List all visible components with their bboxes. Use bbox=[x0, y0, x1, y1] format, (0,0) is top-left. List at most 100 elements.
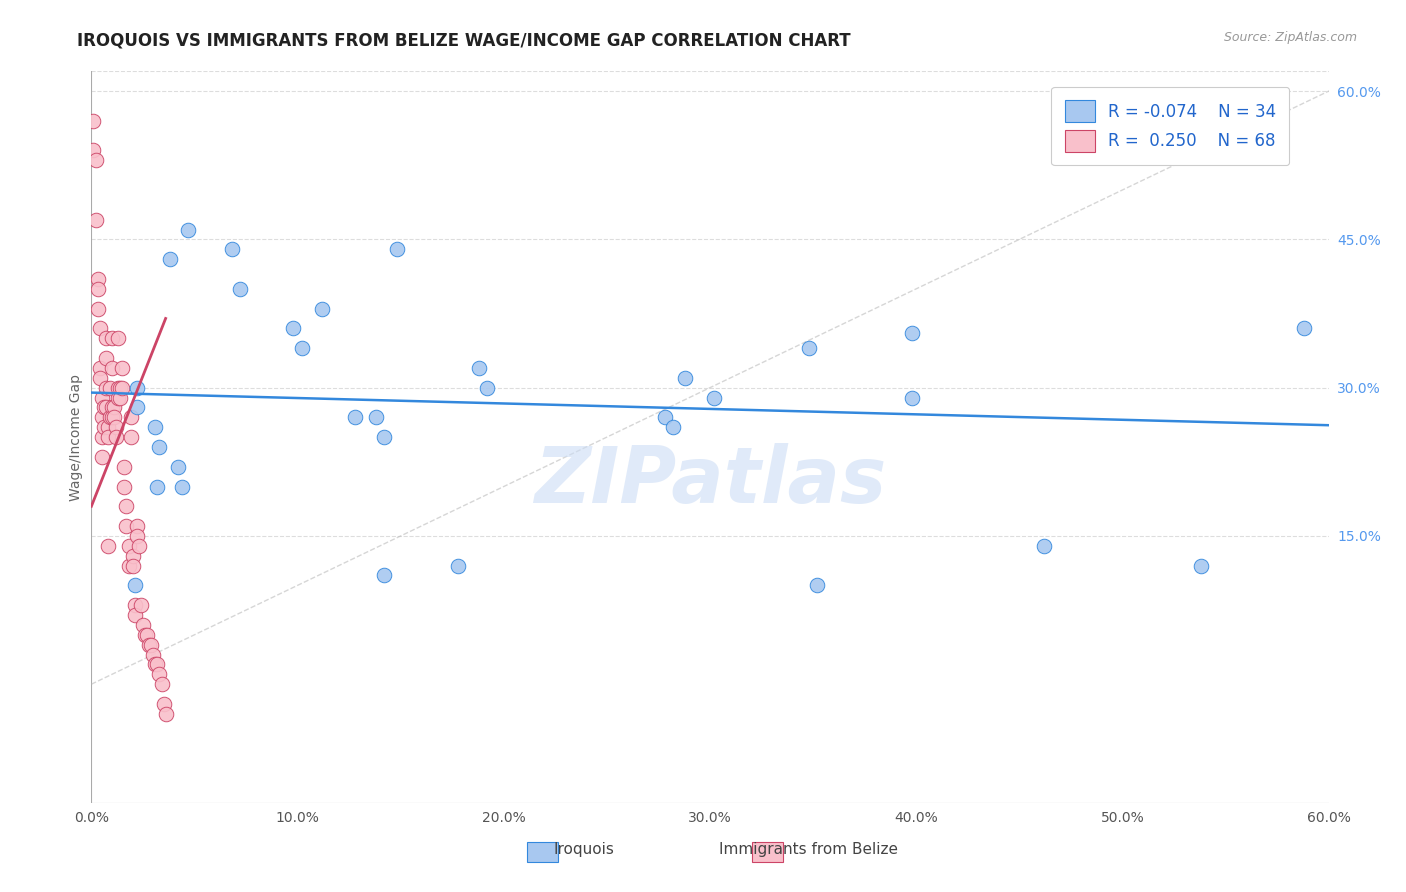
Point bbox=[373, 430, 395, 444]
Point bbox=[98, 410, 121, 425]
Point bbox=[143, 657, 166, 672]
Point bbox=[141, 638, 163, 652]
Point bbox=[101, 360, 124, 375]
Point bbox=[111, 381, 134, 395]
Point bbox=[97, 539, 120, 553]
Point bbox=[1033, 539, 1056, 553]
Legend: R = -0.074    N = 34, R =  0.250    N = 68: R = -0.074 N = 34, R = 0.250 N = 68 bbox=[1052, 87, 1289, 165]
Point bbox=[138, 638, 160, 652]
Point bbox=[177, 222, 200, 236]
Point bbox=[89, 360, 111, 375]
Point bbox=[93, 420, 115, 434]
Point bbox=[155, 706, 177, 721]
Point bbox=[344, 410, 367, 425]
Text: Immigrants from Belize: Immigrants from Belize bbox=[718, 842, 898, 856]
Point bbox=[82, 144, 104, 158]
Text: IROQUOIS VS IMMIGRANTS FROM BELIZE WAGE/INCOME GAP CORRELATION CHART: IROQUOIS VS IMMIGRANTS FROM BELIZE WAGE/… bbox=[77, 31, 851, 49]
Text: ZIPatlas: ZIPatlas bbox=[534, 443, 886, 519]
Point bbox=[94, 381, 117, 395]
Point bbox=[103, 401, 125, 415]
Point bbox=[94, 351, 117, 365]
Point bbox=[148, 440, 170, 454]
Point bbox=[159, 252, 181, 267]
Point bbox=[105, 420, 128, 434]
Point bbox=[311, 301, 333, 316]
Point bbox=[84, 153, 107, 168]
Point bbox=[703, 391, 725, 405]
Point bbox=[90, 410, 112, 425]
Point bbox=[172, 479, 194, 493]
Text: Source: ZipAtlas.com: Source: ZipAtlas.com bbox=[1223, 31, 1357, 45]
Point bbox=[148, 667, 170, 681]
Point bbox=[806, 578, 828, 592]
Point bbox=[901, 391, 924, 405]
Point bbox=[447, 558, 470, 573]
Point bbox=[125, 381, 148, 395]
Point bbox=[121, 549, 143, 563]
Point bbox=[283, 321, 305, 335]
Point bbox=[84, 212, 107, 227]
Point bbox=[662, 420, 685, 434]
Point bbox=[112, 459, 135, 474]
Point bbox=[124, 578, 146, 592]
Point bbox=[129, 598, 152, 612]
Point bbox=[110, 391, 132, 405]
Point bbox=[86, 301, 108, 316]
Point bbox=[1292, 321, 1315, 335]
Point bbox=[132, 618, 155, 632]
Point bbox=[229, 282, 252, 296]
Point bbox=[107, 391, 129, 405]
Point bbox=[97, 420, 120, 434]
Point bbox=[117, 539, 139, 553]
Point bbox=[105, 430, 128, 444]
Point bbox=[90, 450, 112, 464]
Point bbox=[94, 331, 117, 345]
Point bbox=[167, 459, 190, 474]
Point bbox=[103, 410, 125, 425]
Point bbox=[125, 519, 148, 533]
Point bbox=[128, 539, 150, 553]
Point bbox=[654, 410, 676, 425]
Point bbox=[86, 282, 108, 296]
Y-axis label: Wage/Income Gap: Wage/Income Gap bbox=[69, 374, 83, 500]
Point bbox=[152, 697, 174, 711]
Point bbox=[124, 607, 146, 622]
Point bbox=[385, 242, 408, 256]
Point bbox=[90, 391, 112, 405]
Point bbox=[107, 381, 129, 395]
Point bbox=[115, 519, 138, 533]
Point bbox=[120, 430, 142, 444]
Point bbox=[97, 430, 120, 444]
Point bbox=[82, 113, 104, 128]
Point bbox=[143, 420, 166, 434]
Point bbox=[112, 479, 135, 493]
Point bbox=[101, 331, 124, 345]
Point bbox=[101, 401, 124, 415]
Point bbox=[121, 558, 143, 573]
Text: Iroquois: Iroquois bbox=[553, 842, 614, 856]
Point bbox=[142, 648, 165, 662]
Point bbox=[468, 360, 491, 375]
Point bbox=[477, 381, 499, 395]
Point bbox=[94, 401, 117, 415]
Point bbox=[124, 598, 146, 612]
Point bbox=[125, 401, 148, 415]
Point bbox=[120, 410, 142, 425]
Point bbox=[221, 242, 243, 256]
Point bbox=[110, 381, 132, 395]
Point bbox=[107, 331, 129, 345]
Point bbox=[136, 628, 159, 642]
Point bbox=[90, 430, 112, 444]
Point bbox=[291, 341, 314, 355]
Point bbox=[89, 321, 111, 335]
Point bbox=[115, 500, 138, 514]
Point bbox=[673, 371, 696, 385]
Point bbox=[134, 628, 156, 642]
Point bbox=[86, 272, 108, 286]
Point bbox=[146, 657, 169, 672]
Point bbox=[1189, 558, 1212, 573]
Point bbox=[117, 558, 139, 573]
Point bbox=[89, 371, 111, 385]
Point bbox=[111, 360, 134, 375]
Point bbox=[98, 381, 121, 395]
